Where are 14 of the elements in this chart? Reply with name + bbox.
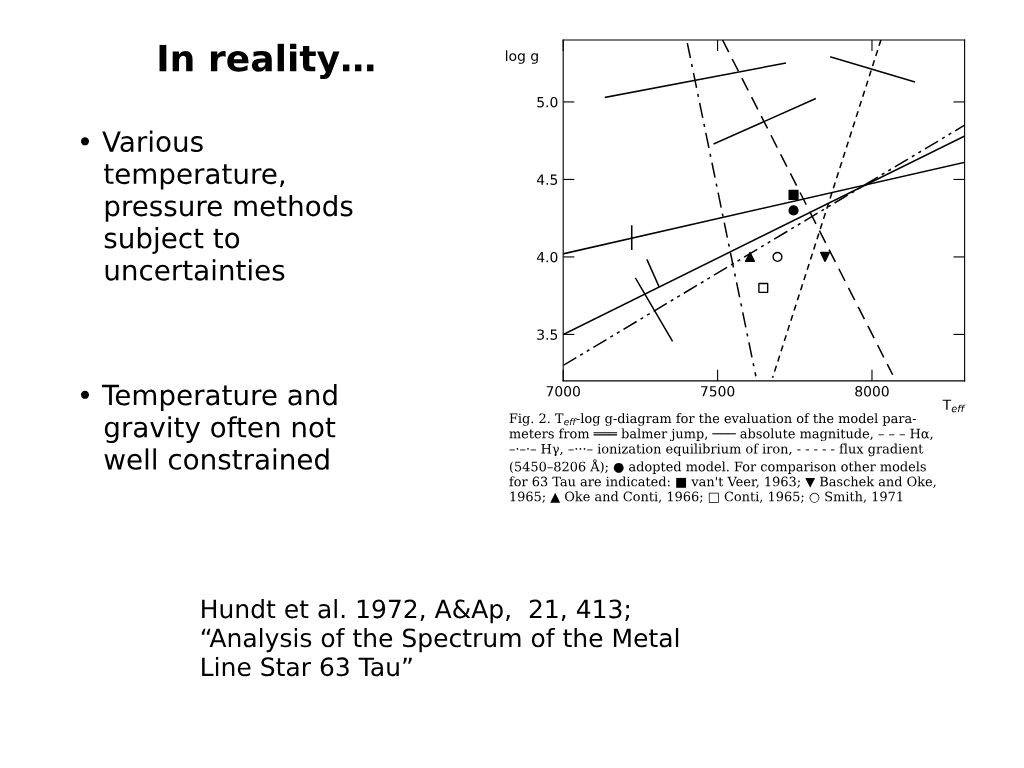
x-tick-label: 7500 — [701, 386, 735, 397]
y-tick-label: 5.0 — [537, 96, 558, 108]
text: • Temperature and gravity often not well constrained — [80, 384, 337, 470]
caption: Fig. 2. T$_{eff}$-log g-diagram for the evaluation of the model para- meters from ═══ balmer jump, ─── absolute magnitude, – – – Hα, –·–·– Hγ, –···– ionization equilibrium of iron, - - - - - flux gradient (5450–8206 Å); ● adopted model. For comparison other models for 63 Tau are indicated: ■ van't Veer, 1963; ▼ Baschek and Oke, 1965; ▲ Oke and Conti, 1966; □ Conti, 1965; ○ Smith, 1971 — [509, 413, 936, 503]
y-tick-label: 3.5 — [537, 329, 558, 340]
y-axis-title: log g — [506, 50, 538, 64]
x-tick-label: 7000 — [546, 386, 580, 397]
text: In reality… — [159, 43, 374, 80]
x-axis-title: T$_{eff}$ — [942, 399, 966, 413]
y-tick-label: 4.5 — [536, 174, 558, 185]
x-tick-label: 8000 — [855, 386, 889, 397]
y-tick-label: 4.0 — [536, 251, 558, 263]
text: • Various temperature, pressure methods subject to uncertainties — [80, 130, 353, 281]
text: Hundt et al. 1972, A&Ap, 21, 413; “Analysis of the Spectrum of the Metal Line Star 63 Tau” — [201, 599, 679, 677]
